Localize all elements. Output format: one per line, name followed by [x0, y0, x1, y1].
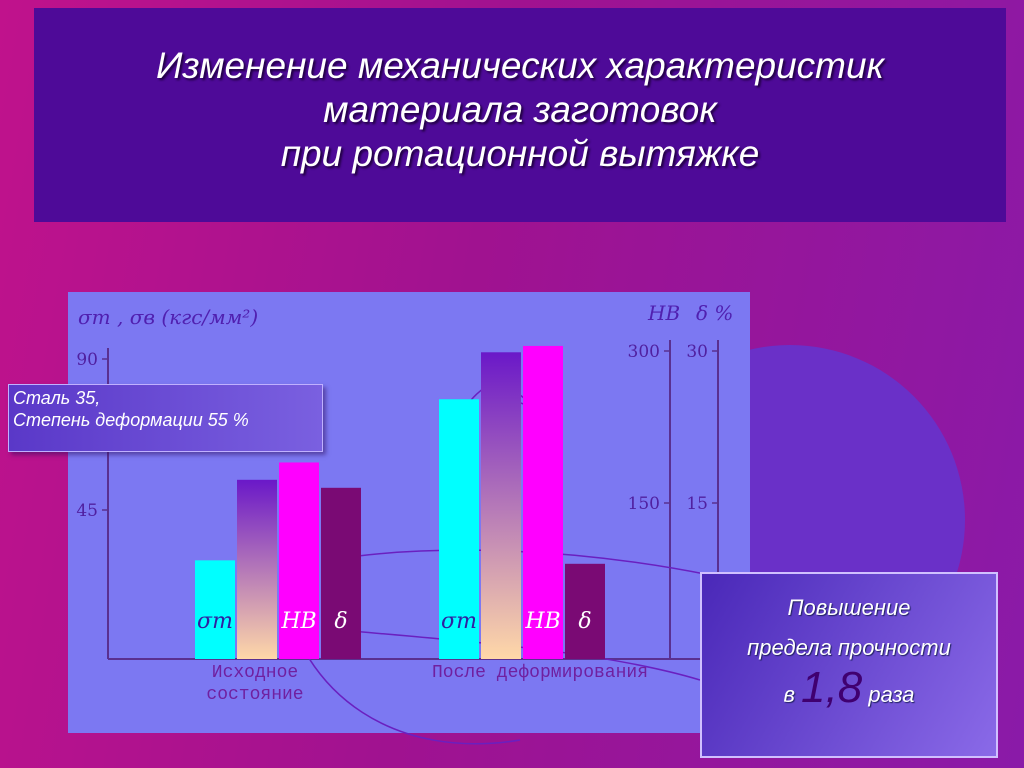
title-line: материала заготовок: [323, 89, 717, 130]
y2-tick-label: 300: [628, 342, 660, 362]
y2-axis-label: HB: [647, 301, 680, 325]
y-axis-label: σт , σв (кгс/мм²): [78, 305, 258, 329]
y3-tick-label: 15: [686, 494, 708, 514]
note-line: Степень деформации 55 %: [13, 410, 249, 430]
note-box: Сталь 35, Степень деформации 55 %: [8, 384, 323, 452]
bar: [279, 462, 319, 659]
callout-box: Повышение предела прочности в 1,8 раза: [700, 572, 998, 758]
bar: [237, 479, 277, 659]
title-line: при ротационной вытяжке: [280, 133, 760, 174]
y-tick-label: 90: [76, 350, 98, 370]
callout-suffix: раза: [868, 682, 915, 707]
category-label: После деформирования: [431, 663, 649, 683]
y3-axis-label: δ %: [696, 301, 733, 325]
bar-series-label: HB: [280, 609, 316, 634]
callout-line: в 1,8 раза: [702, 666, 996, 715]
bar: [481, 352, 521, 659]
y2-tick-label: 150: [628, 494, 660, 514]
note-line: Сталь 35,: [13, 388, 101, 408]
bar-series-label: σт: [441, 609, 477, 634]
title-line: Изменение механических характеристик: [155, 45, 885, 86]
bar-series-label: δ: [334, 609, 347, 634]
bar-series-label: δ: [578, 609, 591, 634]
bar: [321, 487, 361, 659]
callout-line: предела прочности: [747, 635, 951, 660]
y-tick-label: 45: [76, 501, 98, 521]
title-box: Изменение механических характеристик мат…: [34, 8, 1006, 222]
callout-value: 1,8: [801, 663, 863, 712]
bar: [565, 563, 605, 659]
callout-prefix: в: [783, 682, 795, 707]
bar: [523, 345, 563, 659]
bar-series-label: σт: [197, 609, 233, 634]
y3-tick-label: 30: [686, 342, 708, 362]
callout-line: Повышение: [787, 595, 911, 620]
bar-series-label: HB: [524, 609, 560, 634]
bar: [439, 399, 479, 659]
category-label: Исходное состояние: [206, 663, 304, 705]
bar: [195, 560, 235, 659]
